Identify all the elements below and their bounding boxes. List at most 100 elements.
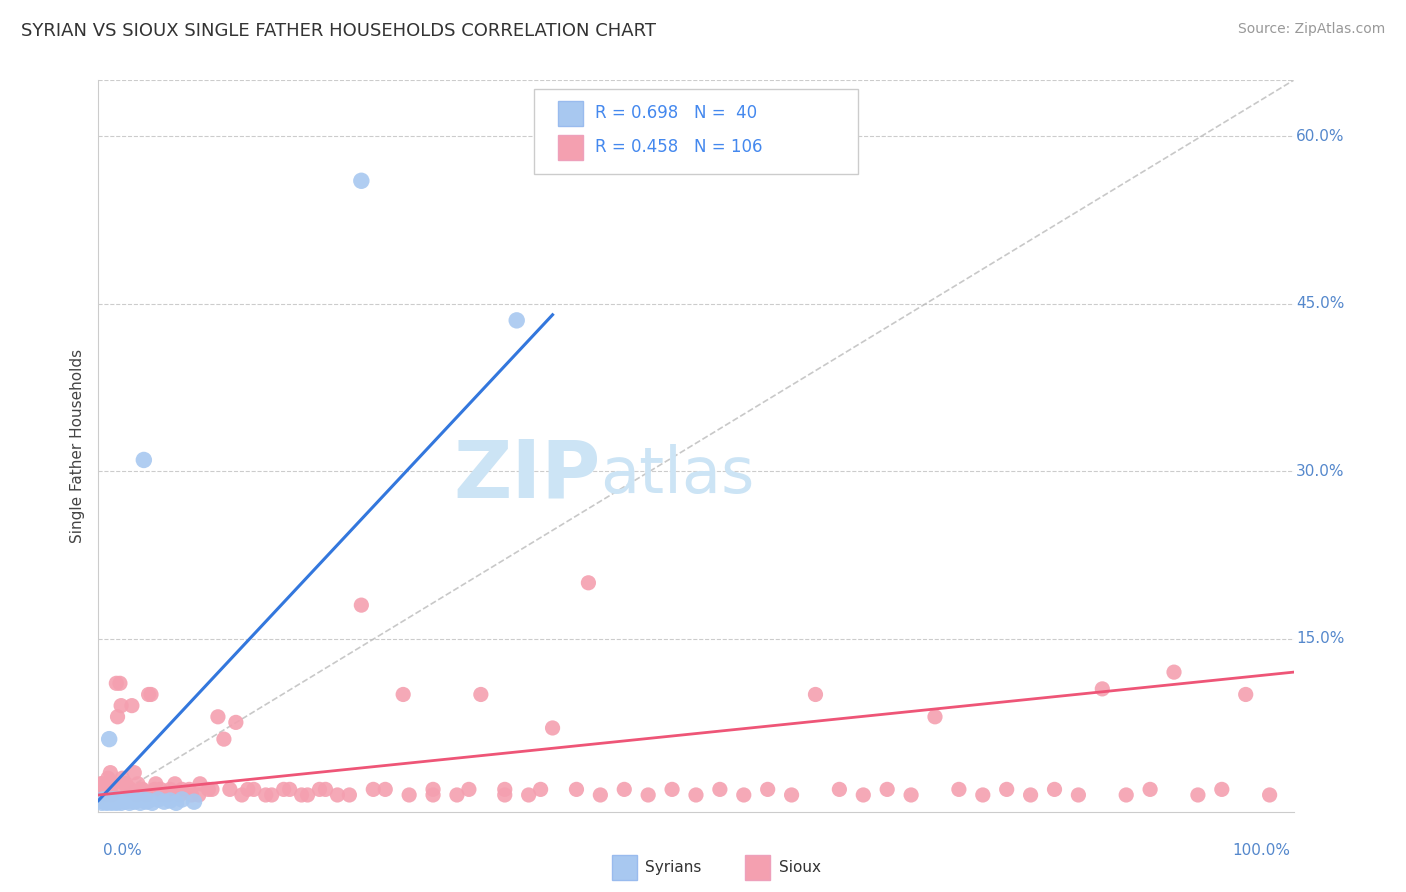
Point [124, 765, 146, 780]
Point [98, 765, 122, 780]
Point [132, 792, 155, 806]
Point [107, 792, 129, 806]
Point [637, 788, 659, 802]
Point [308, 782, 330, 797]
Point [169, 788, 191, 802]
Point [197, 782, 219, 797]
Point [578, 575, 600, 590]
Text: 60.0%: 60.0% [1296, 128, 1344, 144]
Point [159, 782, 181, 797]
Point [506, 313, 529, 327]
Point [125, 788, 148, 802]
Point [143, 782, 166, 797]
Point [111, 792, 134, 806]
Point [589, 788, 612, 802]
Point [159, 793, 181, 807]
Point [565, 782, 588, 797]
Point [948, 782, 970, 797]
Point [804, 688, 827, 702]
Point [398, 788, 420, 802]
Point [995, 782, 1018, 797]
Point [94, 793, 117, 807]
Point [94, 788, 117, 802]
Text: 100.0%: 100.0% [1233, 843, 1291, 858]
Point [111, 771, 134, 785]
Point [107, 795, 129, 809]
Point [117, 782, 139, 797]
Point [291, 788, 314, 802]
Point [131, 782, 153, 797]
Point [494, 788, 516, 802]
Point [132, 453, 155, 467]
Point [219, 782, 242, 797]
Point [1115, 788, 1137, 802]
Point [172, 782, 194, 797]
Point [363, 782, 385, 797]
Point [254, 788, 277, 802]
Point [165, 796, 187, 810]
Point [339, 788, 361, 802]
Point [131, 782, 153, 797]
Text: SYRIAN VS SIOUX SINGLE FATHER HOUSEHOLDS CORRELATION CHART: SYRIAN VS SIOUX SINGLE FATHER HOUSEHOLDS… [21, 22, 657, 40]
Point [129, 796, 152, 810]
Point [494, 782, 516, 797]
Point [924, 710, 946, 724]
Point [900, 788, 922, 802]
Point [98, 732, 121, 747]
Point [183, 795, 205, 809]
Point [828, 782, 851, 797]
Point [661, 782, 683, 797]
Point [108, 793, 131, 807]
Point [104, 793, 127, 807]
Text: ZIP: ZIP [453, 436, 600, 515]
Point [91, 792, 114, 806]
Point [101, 777, 124, 791]
Point [225, 715, 247, 730]
Point [150, 788, 173, 802]
Point [613, 782, 636, 797]
Point [422, 782, 444, 797]
Point [90, 777, 112, 791]
Point [972, 788, 994, 802]
Point [1163, 665, 1185, 680]
Point [100, 796, 122, 810]
Point [110, 796, 132, 810]
Point [91, 777, 114, 791]
Point [114, 795, 136, 809]
Point [236, 782, 259, 797]
Point [530, 782, 553, 797]
Text: Source: ZipAtlas.com: Source: ZipAtlas.com [1237, 22, 1385, 37]
Point [852, 788, 875, 802]
Point [297, 788, 319, 802]
Point [124, 795, 146, 809]
Point [780, 788, 803, 802]
Point [97, 771, 120, 785]
Point [105, 676, 128, 690]
Point [148, 792, 170, 806]
Point [709, 782, 731, 797]
Text: 15.0%: 15.0% [1296, 632, 1344, 646]
Point [1211, 782, 1233, 797]
Point [118, 796, 141, 810]
Point [188, 777, 211, 791]
Point [326, 788, 349, 802]
Point [260, 788, 283, 802]
Point [273, 782, 295, 797]
Point [105, 796, 128, 810]
Point [422, 788, 444, 802]
Point [103, 795, 125, 809]
Point [115, 793, 138, 807]
Point [1091, 681, 1114, 696]
Point [108, 676, 131, 690]
Point [101, 792, 124, 806]
Y-axis label: Single Father Households: Single Father Households [70, 349, 86, 543]
Point [98, 795, 121, 809]
Point [315, 782, 337, 797]
Point [733, 788, 755, 802]
Point [163, 777, 186, 791]
Text: 45.0%: 45.0% [1296, 296, 1344, 311]
Text: Sioux: Sioux [779, 860, 821, 874]
Point [97, 792, 120, 806]
Point [91, 796, 114, 810]
Point [121, 698, 143, 713]
